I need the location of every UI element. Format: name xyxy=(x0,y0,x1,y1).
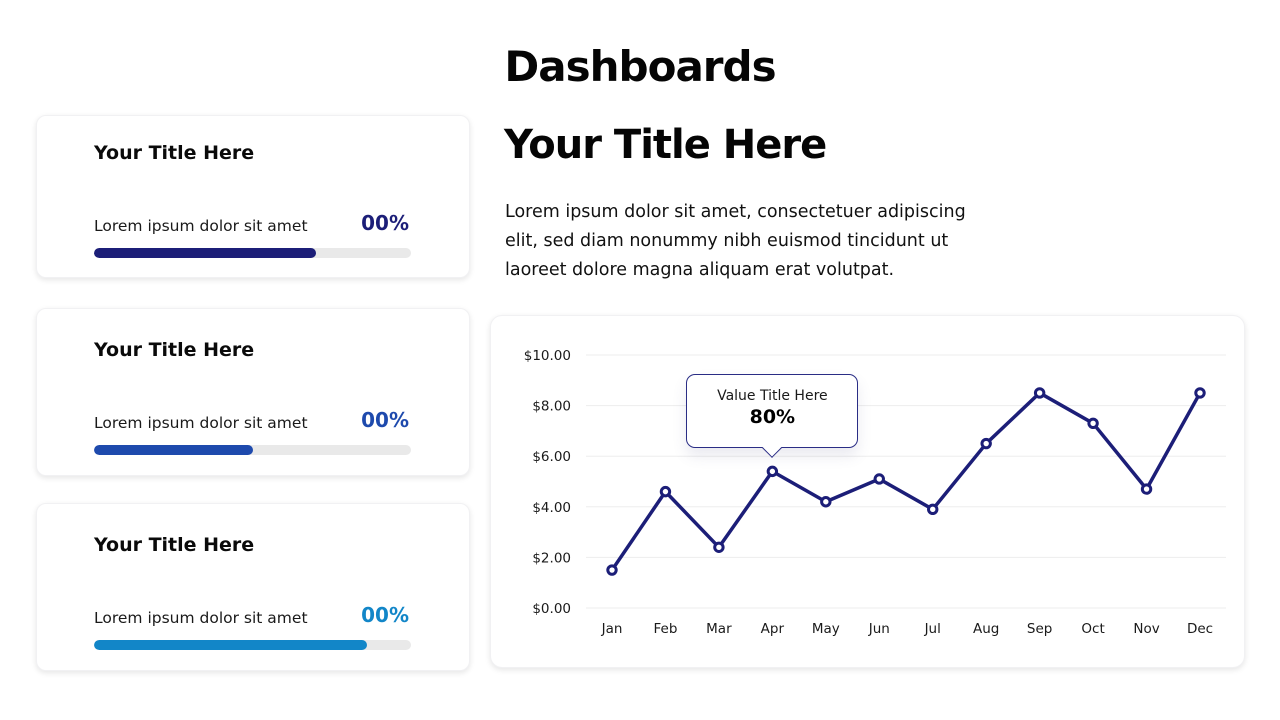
progress-bar-track xyxy=(94,248,411,258)
progress-bar-track xyxy=(94,445,411,455)
metric-card-1: Your Title Here Lorem ipsum dolor sit am… xyxy=(36,115,470,278)
section-title: Your Title Here xyxy=(504,122,827,168)
line-series xyxy=(610,391,1202,572)
x-axis-tick-label: Feb xyxy=(654,621,678,637)
y-axis-tick-label: $10.00 xyxy=(524,348,571,364)
x-axis-tick-label: Jan xyxy=(601,621,623,637)
data-point-marker[interactable] xyxy=(766,465,779,478)
data-point-marker[interactable] xyxy=(659,485,672,498)
line-chart: $10.00 $8.00 $6.00 $4.00 $2.00 $0.00 Jan Feb Mar… xyxy=(524,348,1226,637)
x-axis-tick-label: Dec xyxy=(1187,621,1213,637)
progress-bar-track xyxy=(94,640,411,650)
data-point-marker[interactable] xyxy=(1194,387,1206,399)
metric-card-3: Your Title Here Lorem ipsum dolor sit am… xyxy=(36,503,470,671)
x-axis-tick-label: Jul xyxy=(924,621,941,637)
data-point-marker[interactable] xyxy=(1087,417,1099,430)
y-axis-tick-label: $8.00 xyxy=(532,399,571,415)
data-point-marker[interactable] xyxy=(1033,387,1046,399)
x-axis-tick-label: Oct xyxy=(1081,621,1104,637)
x-axis-tick-label: Apr xyxy=(761,621,785,637)
card-title: Your Title Here xyxy=(94,534,255,556)
x-axis-tick-label: May xyxy=(812,621,840,637)
y-axis-tick-label: $4.00 xyxy=(532,500,571,516)
x-axis-tick-label: Mar xyxy=(706,621,732,637)
line-chart-card: $10.00 $8.00 $6.00 $4.00 $2.00 $0.00 Jan Feb Mar… xyxy=(490,315,1245,668)
card-label: Lorem ipsum dolor sit amet xyxy=(94,217,308,235)
x-axis-tick-label: Sep xyxy=(1027,621,1052,637)
data-point-marker[interactable] xyxy=(873,473,885,485)
page-title: Dashboards xyxy=(504,42,776,91)
section-paragraph: Lorem ipsum dolor sit amet, consectetuer… xyxy=(505,202,966,280)
card-title: Your Title Here xyxy=(94,339,255,361)
card-label: Lorem ipsum dolor sit amet xyxy=(94,414,308,432)
y-axis-tick-label: $6.00 xyxy=(532,449,571,465)
progress-bar-fill xyxy=(94,445,253,455)
x-axis-tick-label: Nov xyxy=(1133,621,1159,637)
data-point-marker[interactable] xyxy=(927,503,939,516)
tooltip-value: 80% xyxy=(749,406,796,429)
y-axis-tick-label: $0.00 xyxy=(532,601,571,617)
x-axis-tick-label: Aug xyxy=(973,621,999,637)
card-label: Lorem ipsum dolor sit amet xyxy=(94,609,308,627)
card-value: 00% xyxy=(361,408,409,432)
data-point-marker[interactable] xyxy=(713,541,725,553)
card-title: Your Title Here xyxy=(94,142,255,164)
progress-bar-fill xyxy=(94,248,316,258)
card-value: 00% xyxy=(361,211,409,235)
data-point-marker[interactable] xyxy=(606,564,618,576)
progress-bar-fill xyxy=(94,640,367,650)
card-value: 00% xyxy=(361,603,409,627)
chart-tooltip: Value Title Here 80% xyxy=(686,374,859,459)
y-axis-tick-label: $2.00 xyxy=(532,550,571,566)
x-axis-tick-label: Jun xyxy=(868,621,890,637)
data-point-marker[interactable] xyxy=(1140,483,1153,495)
tooltip-title: Value Title Here xyxy=(717,388,828,405)
data-point-marker[interactable] xyxy=(820,496,832,508)
metric-card-2: Your Title Here Lorem ipsum dolor sit am… xyxy=(36,308,470,476)
data-point-marker[interactable] xyxy=(980,437,992,450)
